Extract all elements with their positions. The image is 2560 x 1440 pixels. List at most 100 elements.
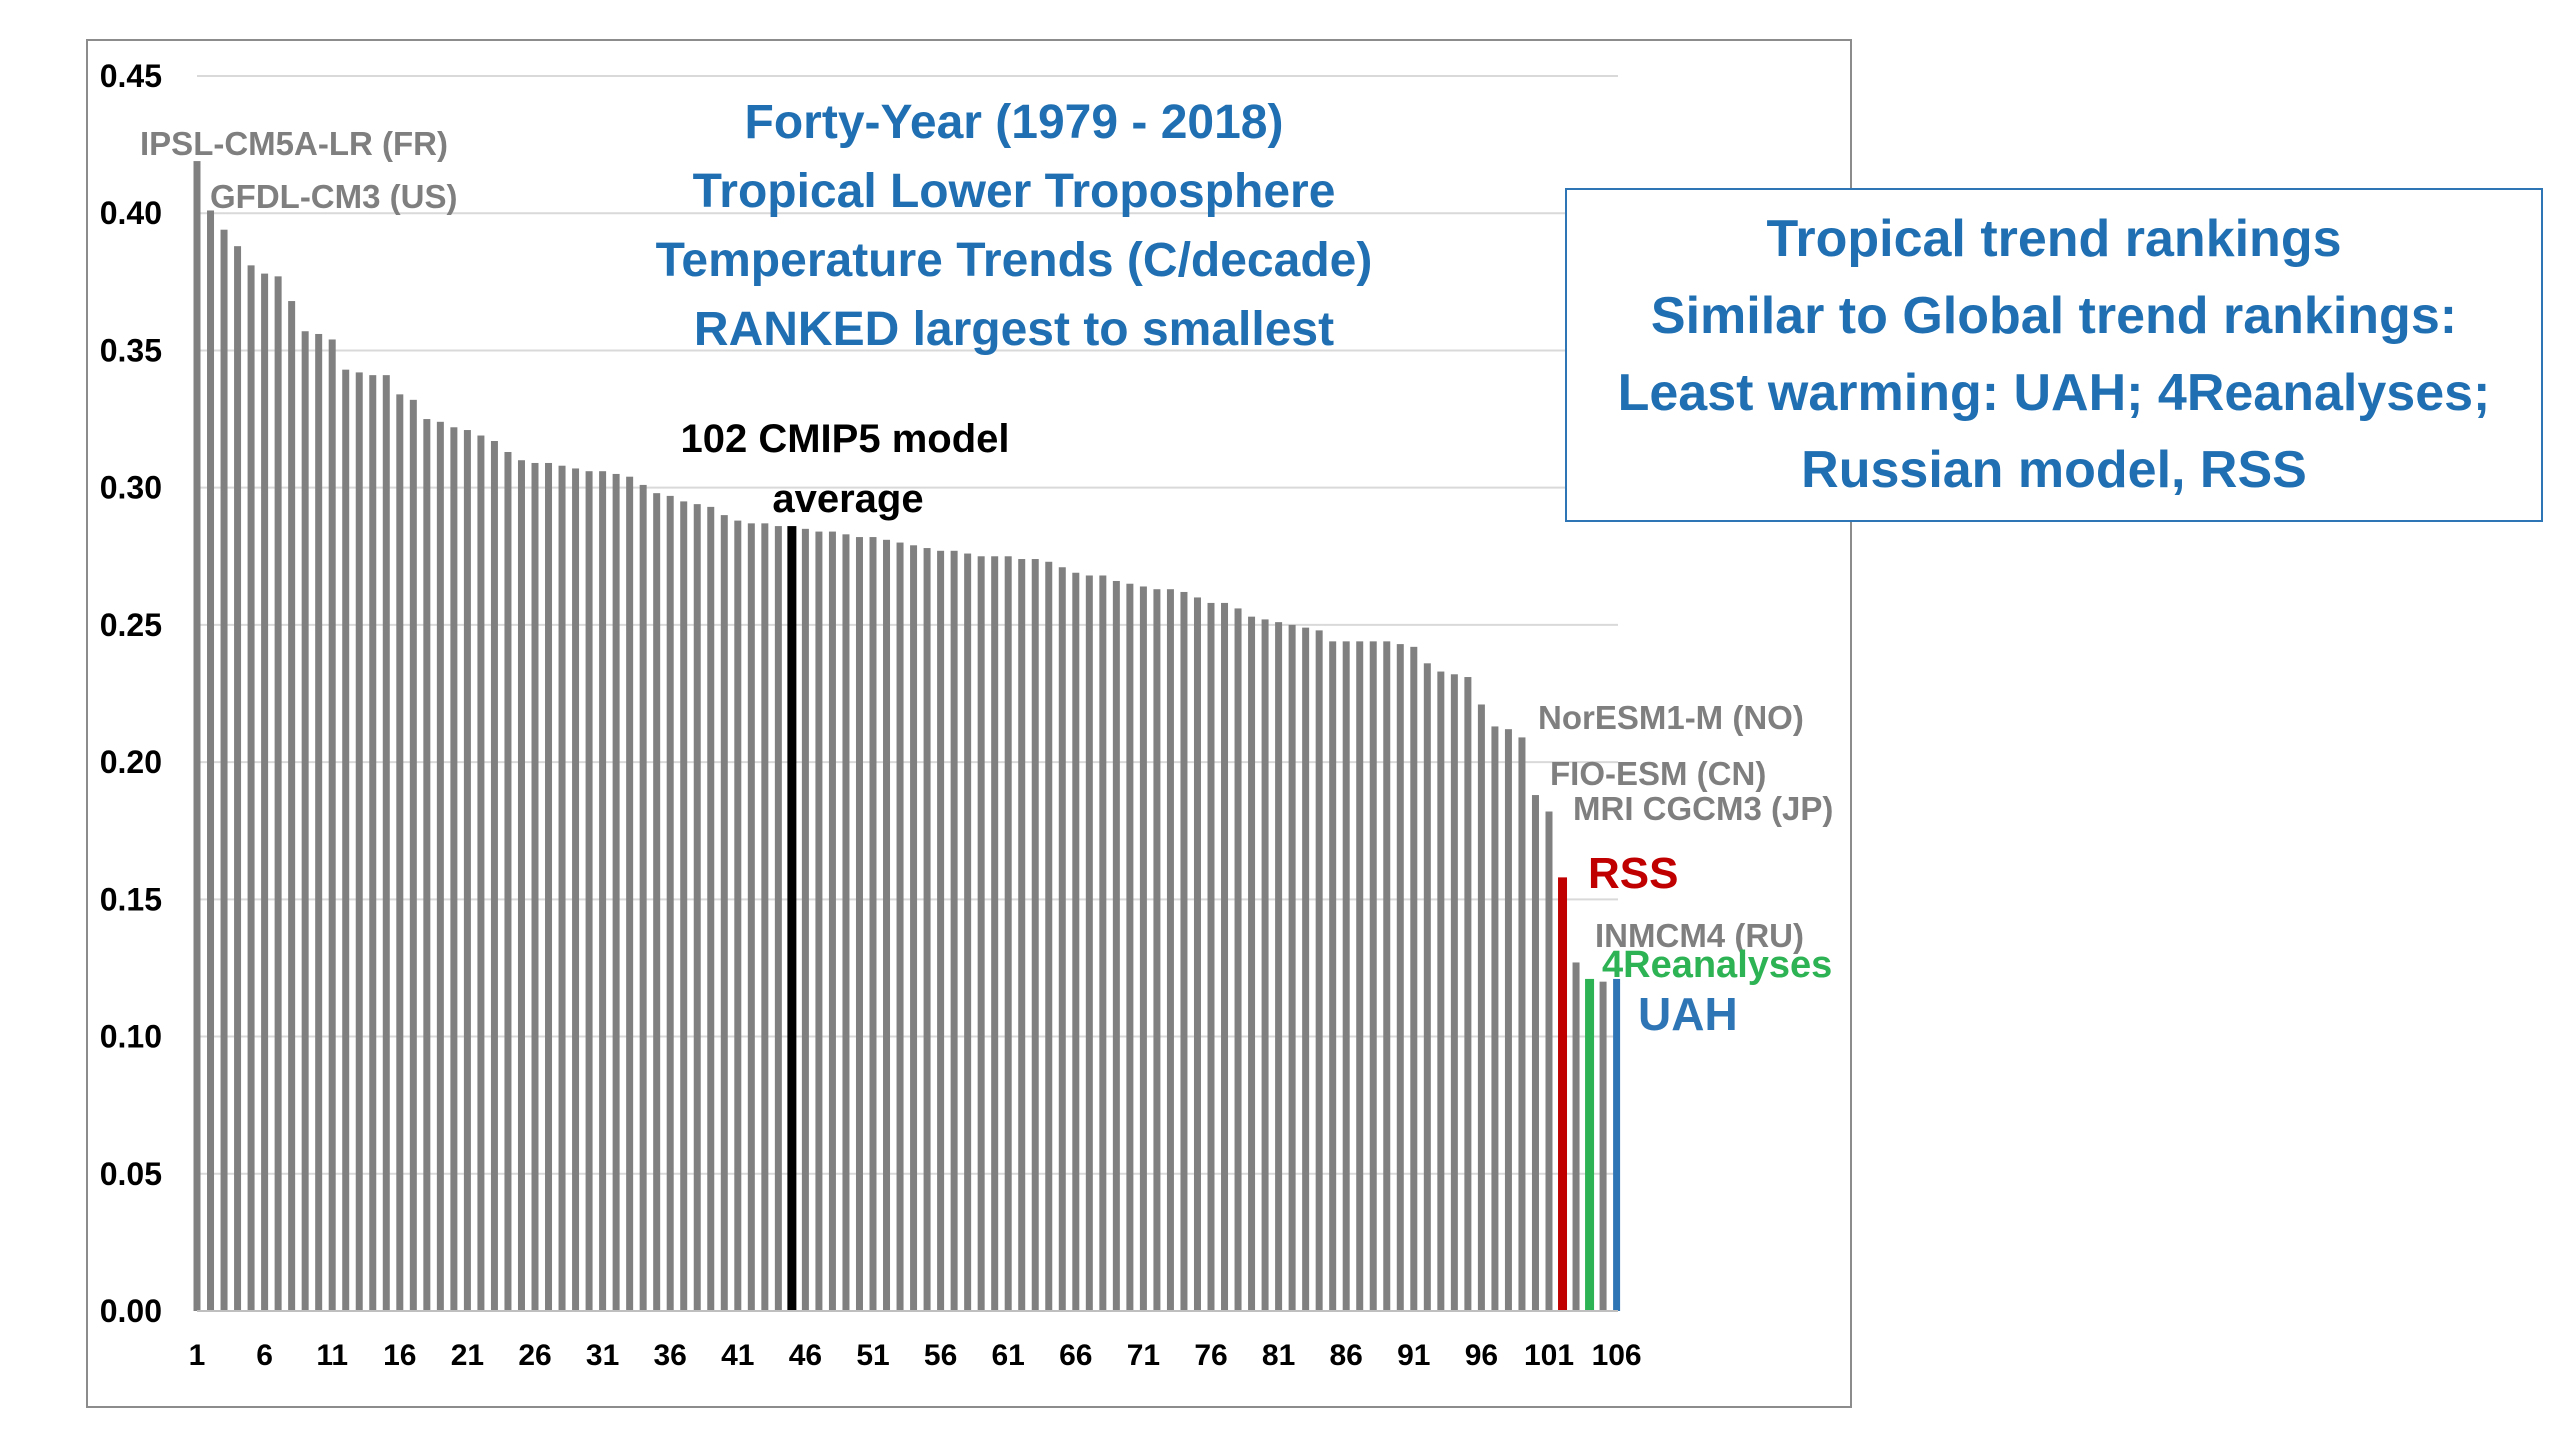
label-reanalyses: 4Reanalyses — [1602, 944, 1832, 986]
bar-16 — [396, 394, 404, 1311]
label-average-1: 102 CMIP5 model — [680, 417, 1009, 461]
x-tick-label: 1 — [189, 1339, 206, 1372]
bar-9 — [301, 331, 309, 1311]
x-tick-label: 106 — [1592, 1339, 1642, 1372]
bar-31 — [599, 471, 607, 1311]
bar-37 — [680, 501, 688, 1311]
bar-5 — [247, 265, 255, 1311]
bar-85 — [1329, 641, 1337, 1311]
bar-71 — [1139, 586, 1147, 1311]
bar-33 — [626, 476, 634, 1311]
title-line-4: RANKED largest to smallest — [694, 303, 1334, 356]
x-tick-label: 81 — [1262, 1339, 1295, 1372]
bar-58 — [964, 553, 972, 1311]
bar-32 — [612, 473, 620, 1311]
bar-21 — [463, 430, 471, 1311]
bar-76 — [1207, 602, 1215, 1311]
bar-10 — [315, 333, 323, 1311]
bar-3 — [220, 229, 228, 1312]
bar-94 — [1450, 674, 1458, 1311]
bar-89 — [1383, 641, 1391, 1311]
bar-22 — [477, 435, 485, 1311]
bar-40 — [720, 515, 728, 1311]
bar-91 — [1410, 646, 1418, 1311]
bar-82 — [1288, 624, 1296, 1311]
bar-63 — [1031, 559, 1039, 1311]
bar-51 — [869, 537, 877, 1311]
bar-54 — [910, 545, 918, 1311]
y-tick-label: 0.40 — [100, 195, 162, 231]
bar-29 — [572, 468, 580, 1311]
bar-102 — [1558, 877, 1568, 1311]
bar-36 — [666, 495, 674, 1311]
y-tick-label: 0.10 — [100, 1019, 162, 1055]
bar-77 — [1221, 602, 1229, 1311]
y-tick-label: 0.20 — [100, 744, 162, 780]
y-tick-label: 0.25 — [100, 607, 162, 643]
bar-46 — [801, 528, 809, 1311]
label-inmcm: INMCM4 (RU) — [1595, 917, 1804, 954]
x-tick-label: 21 — [451, 1339, 484, 1372]
bar-98 — [1504, 729, 1512, 1311]
bar-4 — [234, 246, 242, 1312]
bar-24 — [504, 451, 512, 1311]
bar-105 — [1599, 981, 1607, 1311]
bar-84 — [1315, 630, 1323, 1311]
bar-7 — [274, 276, 282, 1311]
bars — [193, 161, 1621, 1312]
bar-59 — [977, 556, 985, 1311]
bar-49 — [842, 534, 850, 1311]
bar-47 — [815, 531, 823, 1311]
bar-74 — [1180, 591, 1188, 1311]
bar-99 — [1518, 737, 1526, 1311]
bar-75 — [1193, 597, 1201, 1311]
bar-61 — [1004, 556, 1012, 1311]
bar-30 — [585, 471, 593, 1311]
bar-93 — [1437, 671, 1445, 1311]
x-tick-label: 91 — [1397, 1339, 1430, 1372]
x-tick-label: 86 — [1330, 1339, 1363, 1372]
bar-95 — [1464, 677, 1472, 1311]
bar-13 — [355, 372, 363, 1311]
bar-72 — [1153, 589, 1161, 1311]
bar-6 — [261, 273, 269, 1312]
ranking-line-1: Tropical trend rankings — [1766, 210, 2342, 268]
ranking-line-4: Russian model, RSS — [1801, 441, 2307, 499]
bar-64 — [1045, 561, 1053, 1311]
bar-68 — [1099, 575, 1107, 1311]
y-tick-label: 0.00 — [100, 1293, 162, 1329]
bar-69 — [1112, 580, 1120, 1311]
bar-65 — [1058, 567, 1066, 1311]
x-tick-label: 76 — [1194, 1339, 1227, 1372]
x-tick-label: 16 — [383, 1339, 416, 1372]
ranking-line-3: Least warming: UAH; 4Reanalyses; — [1617, 364, 2491, 422]
x-tick-label: 6 — [256, 1339, 273, 1372]
bar-88 — [1369, 641, 1377, 1311]
bar-8 — [288, 301, 296, 1311]
label-fio: FIO-ESM (CN) — [1550, 755, 1766, 792]
bar-62 — [1018, 559, 1026, 1311]
label-rss: RSS — [1588, 849, 1678, 898]
bar-17 — [409, 399, 417, 1311]
x-tick-label: 66 — [1059, 1339, 1092, 1372]
ranking-line-2: Similar to Global trend rankings: — [1650, 287, 2458, 345]
bar-97 — [1491, 726, 1499, 1311]
x-tick-label: 26 — [518, 1339, 551, 1372]
bar-90 — [1396, 644, 1404, 1311]
bar-1 — [193, 161, 201, 1312]
chart-title: Forty-Year (1979 - 2018) Tropical Lower … — [656, 96, 1373, 356]
bar-86 — [1342, 641, 1350, 1311]
bar-14 — [369, 375, 377, 1312]
label-ipsl: IPSL-CM5A-LR (FR) — [140, 125, 448, 162]
bar-78 — [1234, 608, 1242, 1311]
x-tick-label: 31 — [586, 1339, 619, 1372]
bar-101 — [1545, 811, 1553, 1311]
label-mri: MRI CGCM3 (JP) — [1573, 790, 1833, 827]
bar-45 — [787, 526, 797, 1311]
label-uah: UAH — [1638, 988, 1738, 1040]
x-tick-label: 56 — [924, 1339, 957, 1372]
x-tick-label: 11 — [316, 1339, 348, 1372]
bar-96 — [1477, 704, 1485, 1311]
bar-73 — [1166, 589, 1174, 1311]
bar-50 — [855, 537, 863, 1311]
